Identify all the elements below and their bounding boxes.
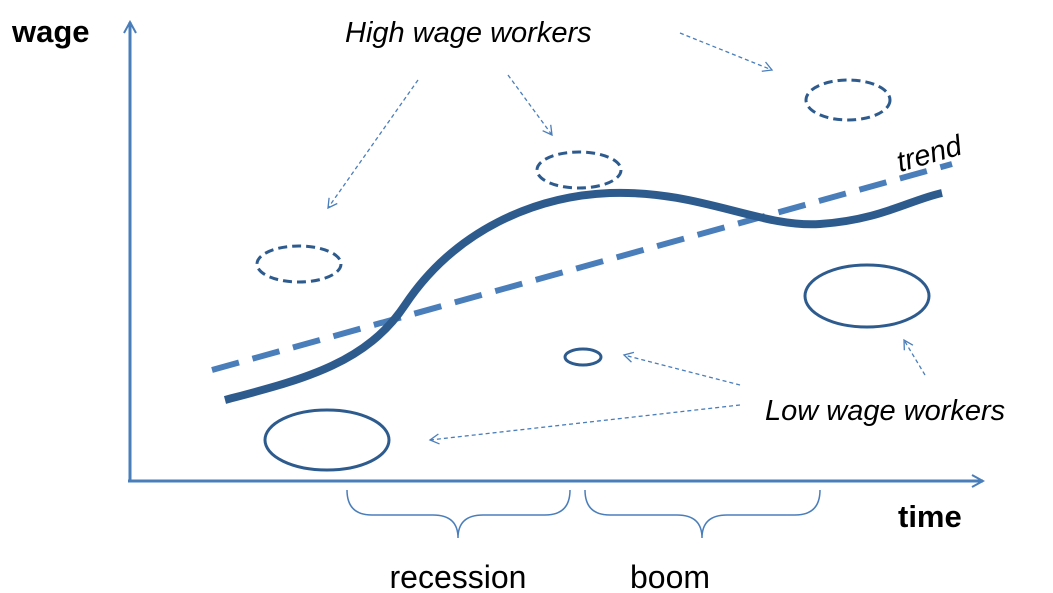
trend-label: trend <box>893 130 966 179</box>
wage-curve <box>223 188 943 404</box>
low-wage-ellipse <box>803 263 931 329</box>
pointer-arrow <box>507 74 553 137</box>
trend-line <box>211 161 953 373</box>
pointer-arrow <box>622 351 741 386</box>
high-wage-label: High wage workers <box>345 17 592 49</box>
x-axis-label: time <box>898 499 962 534</box>
recession-brace <box>346 489 571 539</box>
high-wage-ellipse <box>255 244 343 284</box>
y-axis-label: wage <box>11 14 90 49</box>
high-wage-ellipse <box>804 78 892 122</box>
low-wage-ellipse <box>263 408 391 472</box>
boom-brace <box>584 489 821 539</box>
pointer-arrow <box>679 32 774 72</box>
pointer-arrow <box>327 79 419 210</box>
low-wage-label: Low wage workers <box>765 395 1005 427</box>
low-wage-ellipse <box>563 347 603 367</box>
pointer-arrow <box>903 338 926 376</box>
high-wage-ellipse <box>535 150 623 190</box>
pointer-arrow <box>428 404 741 445</box>
phase-label: boom <box>630 559 710 593</box>
phase-label: recession <box>390 559 527 593</box>
